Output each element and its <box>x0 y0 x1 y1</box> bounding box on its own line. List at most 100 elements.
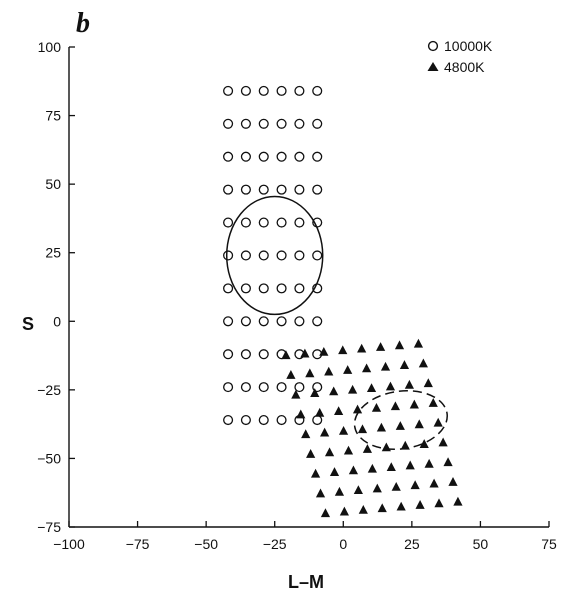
data-point-10000k <box>312 118 323 129</box>
ellipse-10000k <box>225 195 324 316</box>
data-point-4800k <box>377 503 387 513</box>
data-point-4800k <box>362 363 372 373</box>
data-point-4800k <box>371 402 382 412</box>
data-point-10000k <box>258 382 269 393</box>
data-point-4800k <box>385 381 396 391</box>
data-point-10000k <box>294 151 305 162</box>
data-point-4800k <box>418 358 428 368</box>
data-point-4800k <box>414 419 424 429</box>
data-point-4800k <box>410 480 420 490</box>
x-tick-label: −75 <box>126 536 150 552</box>
data-point-4800k <box>319 347 329 356</box>
data-point-10000k <box>240 283 251 294</box>
legend-marker-triangle <box>427 62 439 71</box>
data-point-4800k <box>409 399 419 409</box>
legend-label-4800k: 4800K <box>444 59 485 75</box>
data-point-10000k <box>258 151 269 162</box>
data-point-10000k <box>294 250 305 261</box>
data-point-4800k <box>320 508 331 518</box>
data-point-10000k <box>294 316 305 327</box>
data-point-4800k <box>404 379 414 389</box>
x-tick-label: 0 <box>339 536 347 552</box>
legend: 10000K 4800K <box>427 38 493 75</box>
data-point-10000k <box>294 118 305 129</box>
data-point-10000k <box>258 414 269 426</box>
data-point-10000k <box>276 382 287 393</box>
data-point-4800k <box>352 404 363 414</box>
y-tick-label: 50 <box>45 176 61 192</box>
data-point-10000k <box>276 85 287 96</box>
data-point-10000k <box>223 414 234 426</box>
data-point-4800k <box>428 398 438 407</box>
data-point-4800k <box>353 485 363 495</box>
data-point-10000k <box>240 118 251 129</box>
data-point-4800k <box>394 340 405 350</box>
data-point-10000k <box>223 184 234 195</box>
data-point-4800k <box>415 500 425 509</box>
data-point-10000k <box>312 316 323 327</box>
data-point-10000k <box>312 85 323 96</box>
data-point-10000k <box>223 85 234 96</box>
data-point-4800k <box>334 486 345 496</box>
y-tick-label: 75 <box>45 108 61 124</box>
data-point-10000k <box>312 184 323 195</box>
data-point-4800k <box>429 478 439 488</box>
data-point-10000k <box>258 349 269 360</box>
data-point-4800k <box>305 368 315 378</box>
data-point-10000k <box>258 118 269 129</box>
data-point-4800k <box>320 427 330 437</box>
data-point-10000k <box>276 250 287 261</box>
x-tick-label: 75 <box>541 536 557 552</box>
data-point-4800k <box>453 496 463 506</box>
data-point-4800k <box>419 439 429 448</box>
panel-label: b <box>76 8 90 39</box>
data-point-4800k <box>424 458 434 468</box>
data-point-10000k <box>276 316 287 327</box>
data-point-10000k <box>258 85 269 96</box>
data-point-4800k <box>348 465 359 475</box>
data-point-4800k <box>343 445 354 455</box>
data-point-4800k <box>300 348 310 358</box>
y-tick-label: −75 <box>37 519 61 535</box>
legend-marker-circle <box>427 40 439 52</box>
x-tick-label: 50 <box>473 536 489 552</box>
data-point-4800k <box>391 481 401 491</box>
data-point-4800k <box>386 462 396 472</box>
y-tick-label: −50 <box>37 450 61 466</box>
data-point-10000k <box>258 250 269 261</box>
data-point-10000k <box>258 283 269 294</box>
data-point-10000k <box>312 414 323 426</box>
data-point-4800k <box>296 409 306 419</box>
data-point-10000k <box>223 283 234 294</box>
data-point-4800k <box>334 406 344 416</box>
data-point-10000k <box>223 250 234 261</box>
data-point-10000k <box>223 217 234 228</box>
data-point-10000k <box>223 118 234 129</box>
data-point-4800k <box>362 444 373 453</box>
data-point-4800k <box>405 460 415 470</box>
x-tick-label: −25 <box>263 536 287 552</box>
data-point-10000k <box>240 184 251 195</box>
data-point-4800k <box>390 401 400 411</box>
data-point-10000k <box>240 414 251 426</box>
data-point-4800k <box>315 488 326 498</box>
data-point-10000k <box>240 349 251 360</box>
data-point-4800k <box>434 498 444 508</box>
data-point-10000k <box>240 151 251 162</box>
data-point-10000k <box>294 382 305 393</box>
data-point-4800k <box>301 429 311 439</box>
data-point-4800k <box>366 383 377 393</box>
data-point-4800k <box>438 437 448 447</box>
data-point-4800k <box>399 360 410 369</box>
data-point-4800k <box>376 422 387 432</box>
data-point-10000k <box>240 382 251 393</box>
data-point-10000k <box>223 349 234 360</box>
data-point-4800k <box>357 424 368 434</box>
data-point-4800k <box>315 407 325 417</box>
data-point-4800k <box>367 463 377 473</box>
x-tick-label: −50 <box>194 536 218 552</box>
data-point-10000k <box>276 283 287 294</box>
data-point-10000k <box>276 151 287 162</box>
